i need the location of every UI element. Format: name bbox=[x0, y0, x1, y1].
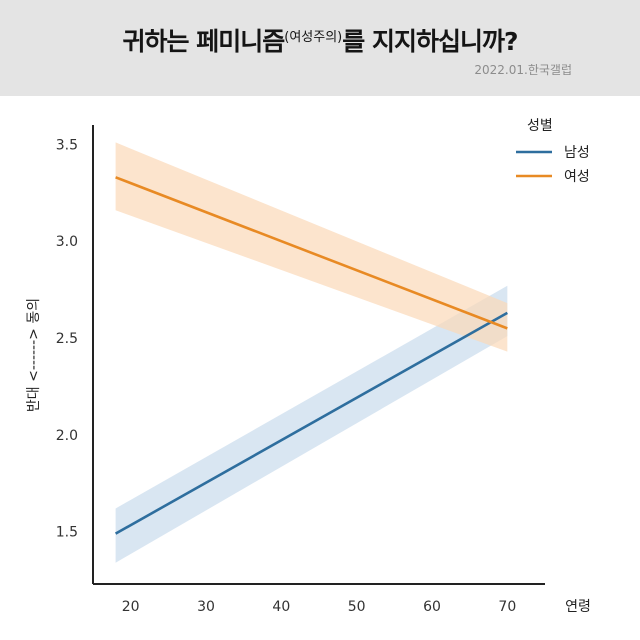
legend-label: 여성 bbox=[564, 169, 590, 185]
y-tick-label: 3.0 bbox=[56, 234, 78, 250]
y-tick-label: 2.5 bbox=[56, 331, 78, 347]
y-tick-labels: 1.5 2.0 2.5 3.0 3.5 bbox=[56, 137, 78, 540]
source-note: 2022.01.한국갤럽 bbox=[474, 63, 572, 77]
legend-label: 남성 bbox=[564, 145, 590, 161]
y-tick-label: 1.5 bbox=[56, 525, 78, 541]
y-tick-label: 3.5 bbox=[56, 137, 78, 153]
x-tick-labels: 20 30 40 50 60 70 bbox=[122, 599, 516, 615]
x-tick-label: 40 bbox=[272, 599, 290, 615]
title-superscript: (여성주의) bbox=[284, 30, 343, 45]
x-axis-title: 연령 bbox=[565, 599, 591, 615]
x-tick-label: 70 bbox=[498, 599, 516, 615]
page-title: 귀하는 페미니즘(여성주의)를 지지하십니까? bbox=[0, 22, 640, 58]
x-tick-label: 20 bbox=[122, 599, 140, 615]
y-axis-title: 반대 <------> 동의 bbox=[26, 298, 42, 412]
title-main: 귀하는 페미니즘 bbox=[122, 27, 286, 56]
y-tick-label: 2.0 bbox=[56, 428, 78, 444]
series-lines bbox=[114, 176, 508, 535]
confidence-band-series-1 bbox=[115, 142, 508, 352]
series-line-0 bbox=[114, 311, 508, 535]
x-tick-label: 30 bbox=[197, 599, 215, 615]
x-tick-label: 50 bbox=[348, 599, 366, 615]
legend-title: 성별 bbox=[527, 118, 553, 134]
x-tick-label: 60 bbox=[423, 599, 441, 615]
header-banner: 귀하는 페미니즘(여성주의)를 지지하십니까? 2022.01.한국갤럽 bbox=[0, 0, 640, 96]
series-line-1 bbox=[115, 176, 508, 330]
title-end: 를 지지하십니까? bbox=[342, 27, 518, 56]
